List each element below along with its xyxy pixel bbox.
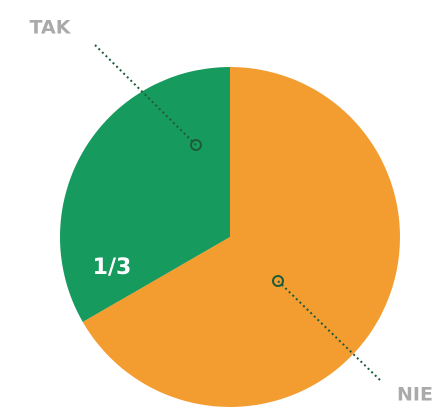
pie-slice [82, 67, 400, 407]
leader-line [94, 44, 197, 146]
slice-label: NIE [397, 384, 433, 406]
leader-line [277, 280, 381, 381]
leader-dot [272, 275, 284, 287]
leader-dot [190, 139, 202, 151]
slice-label: TAK [30, 17, 72, 39]
pie-slice [59, 67, 230, 322]
value-label: 1/3 [93, 255, 132, 280]
